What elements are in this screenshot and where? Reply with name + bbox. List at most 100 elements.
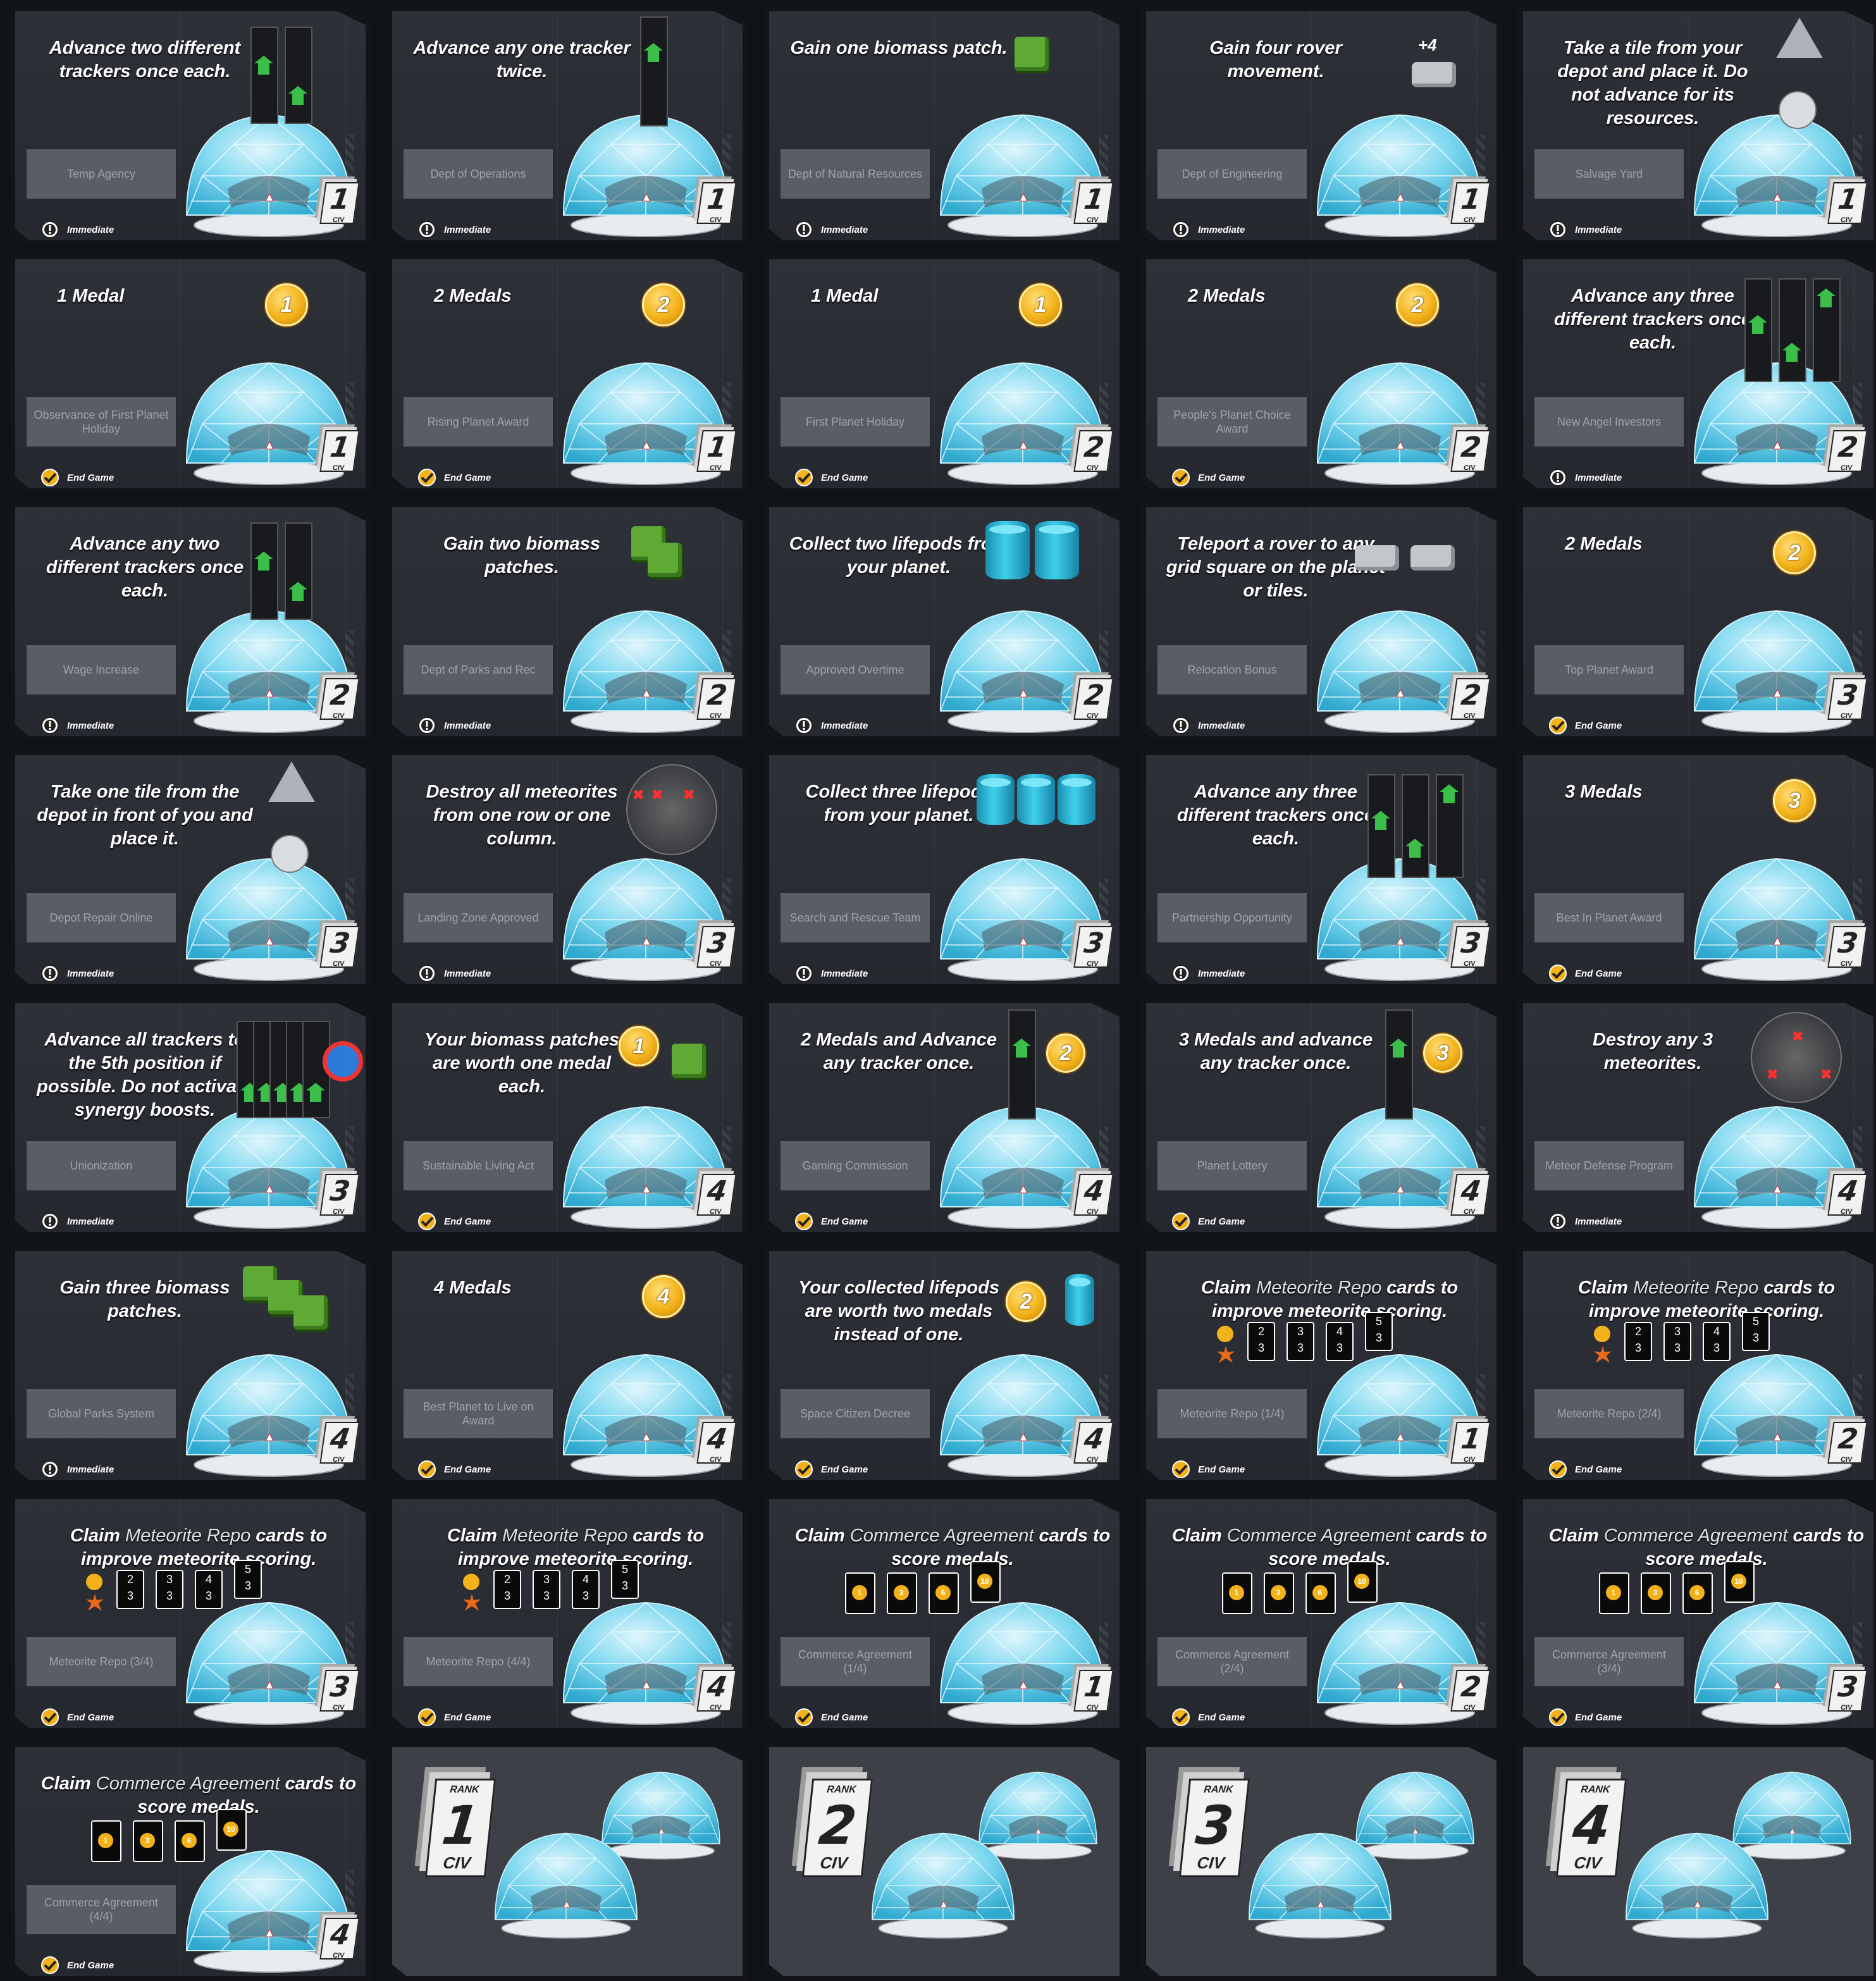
commerce-card: 10: [1724, 1561, 1755, 1603]
checkmark-medal-icon: [418, 1213, 436, 1230]
game-card[interactable]: 3 Medals and advance any tracker once. 3 P…: [1140, 998, 1503, 1237]
game-card[interactable]: Advance any three different trackers onc…: [1140, 750, 1503, 989]
hazard-stripe: [1853, 879, 1862, 930]
game-card[interactable]: 2 Medals 2 Rising Planet Award 1 CIV End Game: [386, 254, 749, 493]
game-card[interactable]: Advance two different trackers once each…: [9, 6, 372, 245]
game-card[interactable]: Claim Meteorite Repo cards to improve me…: [1140, 1246, 1503, 1485]
timing-row: End Game: [40, 1956, 114, 1975]
civ-label: CIV: [332, 960, 345, 968]
game-card[interactable]: Claim Commerce Agreement cards to score …: [9, 1742, 372, 1981]
game-card[interactable]: Advance any one tracker twice. Dept of Op…: [386, 6, 749, 245]
game-card[interactable]: Gain three biomass patches. Global Parks …: [9, 1246, 372, 1485]
timing-label: End Game: [67, 472, 114, 483]
card-back-rank-2[interactable]: RANK 2 CIV: [763, 1742, 1126, 1981]
timing-row: Immediate: [794, 220, 868, 239]
timing-row: End Game: [40, 1708, 114, 1727]
card-text: Claim Meteorite Repo cards to improve me…: [411, 1524, 740, 1571]
card-text-highlight: Commerce Agreement: [1603, 1526, 1788, 1546]
rank-number: 1: [1459, 1423, 1483, 1455]
up-arrow-icon: [273, 1083, 292, 1102]
game-card[interactable]: Destroy any 3 meteorites. ✖ ✖ ✖ Meteor Defen…: [1517, 998, 1876, 1237]
game-card[interactable]: 2 Medals 2 Top Planet Award 3 CIV End Game: [1517, 502, 1876, 741]
game-card[interactable]: Your collected lifepods are worth two me…: [763, 1246, 1126, 1485]
game-card[interactable]: Claim Commerce Agreement cards to score …: [1140, 1494, 1503, 1733]
game-card[interactable]: Claim Meteorite Repo cards to improve me…: [386, 1494, 749, 1733]
game-card[interactable]: Collect three lifepods from your planet.…: [763, 750, 1126, 989]
card-panel: Claim Meteorite Repo cards to improve me…: [392, 1499, 743, 1728]
game-card[interactable]: Teleport a rover to any grid square on t…: [1140, 502, 1503, 741]
timing-label: Immediate: [67, 1464, 114, 1475]
card-text: 2 Medals: [434, 286, 512, 306]
dome-icon: [562, 610, 729, 733]
card-back-rank-3[interactable]: RANK 3 CIV: [1140, 1742, 1503, 1981]
timing-label: End Game: [1198, 1216, 1245, 1227]
game-card[interactable]: Take one tile from the depot in front of…: [9, 750, 372, 989]
game-card[interactable]: Advance any three different trackers onc…: [1517, 254, 1876, 493]
rank-badge: 2 CIV: [1450, 678, 1491, 720]
game-card[interactable]: Claim Commerce Agreement cards to score …: [1517, 1494, 1876, 1733]
repo-card-top: 4: [205, 1573, 212, 1586]
meteorite-icon: ✖: [651, 787, 663, 803]
card-panel: 2 Medals 2 People's Planet Choice Award 2 CI…: [1146, 259, 1496, 488]
rank-number: 2: [1082, 431, 1106, 464]
card-back-rank-1[interactable]: RANK 1 CIV: [386, 1742, 749, 1981]
tracker-icon: [1436, 774, 1464, 878]
rank-number: 3: [705, 927, 729, 960]
rank-badge: 1 CIV: [1073, 182, 1114, 224]
card-name: Best Planet to Live on Award: [404, 1389, 553, 1438]
civ-label: CIV: [332, 1704, 345, 1712]
game-card[interactable]: Destroy all meteorites from one row or o…: [386, 750, 749, 989]
game-card[interactable]: Gain two biomass patches. Dept of Parks a…: [386, 502, 749, 741]
commerce-medal-value: 10: [1731, 1574, 1746, 1589]
game-card[interactable]: Advance all trackers to the 5th position…: [9, 998, 372, 1237]
card-panel: Destroy all meteorites from one row or o…: [392, 755, 743, 984]
game-card[interactable]: 2 Medals and Advance any tracker once. 2 G…: [763, 998, 1126, 1237]
up-arrow-icon: [254, 552, 273, 571]
game-card[interactable]: 3 Medals 3 Best In Planet Award 3 CIV End Gam…: [1517, 750, 1876, 989]
rank-number: 4: [1082, 1175, 1106, 1207]
rank-badge: 2 CIV: [696, 678, 737, 720]
game-card[interactable]: Gain four rover movement. +4 Dept of Engin…: [1140, 6, 1503, 245]
exclamation-icon: [1172, 965, 1190, 982]
repo-card-top: 2: [127, 1573, 133, 1586]
card-name: Commerce Agreement (3/4): [1534, 1637, 1684, 1686]
tracker-icon: [285, 27, 312, 124]
game-card[interactable]: Your biomass patches are worth one medal…: [386, 998, 749, 1237]
dome-icon: [562, 858, 729, 981]
game-card[interactable]: 1 Medal 1 Observance of First Planet Holid…: [9, 254, 372, 493]
game-card[interactable]: Claim Meteorite Repo cards to improve me…: [9, 1494, 372, 1733]
meteorite-burst-icon: [1217, 1346, 1235, 1363]
repo-card-bottom: 3: [621, 1579, 628, 1592]
biomass-patch-icon: [293, 1295, 328, 1330]
medal-value: 1: [633, 1034, 645, 1058]
game-card[interactable]: Gain one biomass patch. Dept of Natural R…: [763, 6, 1126, 245]
game-card[interactable]: Advance any two different trackers once …: [9, 502, 372, 741]
civ-label: CIV: [332, 1208, 345, 1216]
timing-row: Immediate: [1171, 964, 1245, 983]
game-card[interactable]: Take a tile from your depot and place it…: [1517, 6, 1876, 245]
game-card[interactable]: 1 Medal 1 First Planet Holiday 2 CIV End Game: [763, 254, 1126, 493]
card-name: Space Citizen Decree: [781, 1389, 930, 1438]
game-card[interactable]: 2 Medals 2 People's Planet Choice Award 2 CI…: [1140, 254, 1503, 493]
rank-number: 1: [1459, 183, 1483, 216]
card-panel: 3 Medals 3 Best In Planet Award 3 CIV End Gam…: [1523, 755, 1873, 984]
checkmark-medal-icon: [795, 469, 813, 486]
card-text: 2 Medals: [1188, 286, 1266, 306]
timing-row: End Game: [1548, 1708, 1622, 1727]
rover-icon: [1355, 545, 1399, 571]
card-name: Depot Repair Online: [27, 893, 176, 942]
game-card[interactable]: Claim Meteorite Repo cards to improve me…: [1517, 1246, 1876, 1485]
card-text: Claim Meteorite Repo cards to improve me…: [34, 1524, 363, 1571]
game-card[interactable]: Claim Commerce Agreement cards to score …: [763, 1494, 1126, 1733]
meteorite-burst-icon: [1594, 1346, 1612, 1363]
card-back-rank-4[interactable]: RANK 4 CIV: [1517, 1742, 1876, 1981]
dome-icon: [1316, 1354, 1483, 1477]
card-panel: Claim Meteorite Repo cards to improve me…: [1523, 1251, 1873, 1480]
game-card[interactable]: Collect two lifepods from your planet. Ap…: [763, 502, 1126, 741]
timing-row: End Game: [417, 1212, 491, 1231]
game-card[interactable]: 4 Medals 4 Best Planet to Live on Award 4 CI…: [386, 1246, 749, 1485]
civ-label: CIV: [1463, 464, 1476, 472]
civ-label: CIV: [1463, 1456, 1476, 1464]
